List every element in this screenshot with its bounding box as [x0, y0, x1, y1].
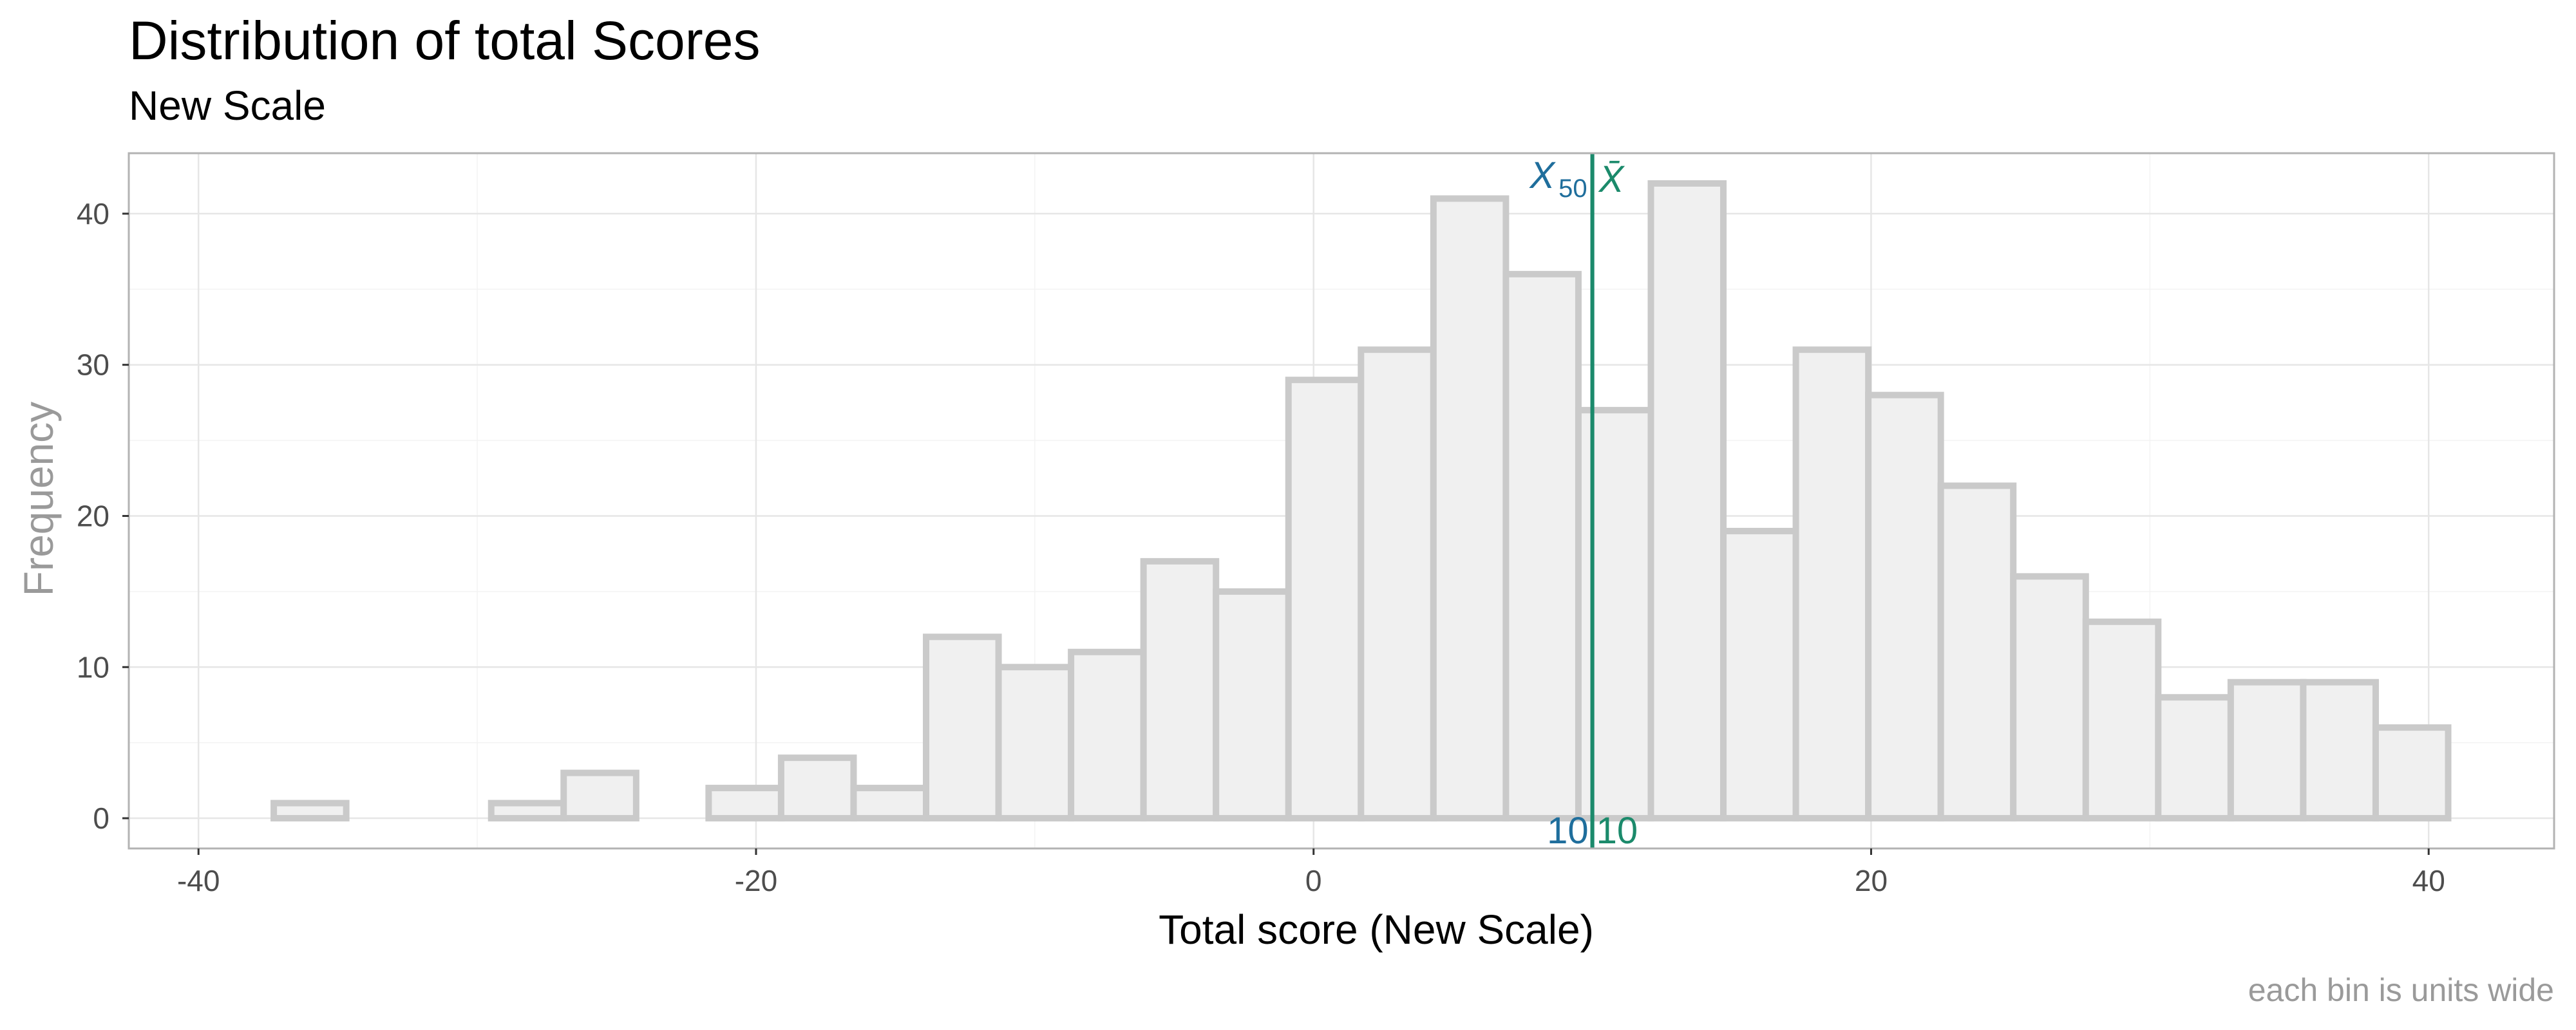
histogram-bar — [488, 800, 567, 822]
y-tick-label: 20 — [77, 499, 109, 532]
histogram-bar — [1792, 346, 1872, 822]
x-axis-ticks: -40 -20 0 20 40 — [177, 848, 2445, 897]
histogram-bar — [1140, 557, 1220, 822]
y-tick-label: 0 — [93, 801, 109, 835]
chart-subtitle: New Scale — [129, 82, 326, 129]
histogram-bar — [1720, 527, 1799, 822]
histogram-bar — [705, 785, 784, 822]
histogram-bar — [995, 664, 1075, 822]
histogram-bar — [2227, 679, 2307, 822]
x-axis-title: Total score (New Scale) — [1159, 906, 1594, 953]
histogram-bar — [1865, 391, 1944, 822]
x-tick-label: -20 — [735, 864, 777, 897]
histogram-bar — [2082, 618, 2162, 822]
mean-symbol-label: X̄ — [1598, 158, 1625, 200]
plot-panel — [128, 152, 2555, 850]
histogram-bar — [2372, 724, 2452, 822]
histogram-bar — [923, 633, 1002, 822]
histogram-bar — [1285, 377, 1365, 822]
histogram-bar — [1502, 270, 1582, 822]
mean-value-label: 10 — [1596, 810, 1638, 852]
histogram-bar — [1068, 648, 1147, 822]
histogram-bar — [1575, 407, 1654, 822]
x-tick-label: -40 — [177, 864, 220, 897]
histogram-bar — [777, 754, 857, 822]
y-tick-label: 40 — [77, 197, 109, 230]
y-axis-title: Frequency — [15, 402, 62, 596]
median-value-label: 10 — [1547, 810, 1589, 852]
chart-caption: each bin is units wide — [2248, 972, 2554, 1008]
histogram-bar — [1213, 588, 1292, 822]
histogram-bar — [2155, 694, 2234, 822]
histogram-bar — [1937, 482, 2017, 822]
reference-lines: X 50 X̄ 10 10 — [1528, 153, 1638, 852]
histogram-bar — [2300, 679, 2379, 822]
histogram-bars — [270, 180, 2452, 822]
histogram-bar — [270, 800, 350, 822]
chart-title: Distribution of total Scores — [129, 10, 760, 71]
histogram-bar — [560, 769, 639, 822]
x-tick-label: 0 — [1305, 864, 1322, 897]
histogram-bar — [1647, 180, 1727, 822]
histogram-bar — [1358, 346, 1437, 822]
histogram-bar — [1430, 195, 1510, 822]
histogram-bar — [850, 785, 930, 822]
x-tick-label: 20 — [1855, 864, 1888, 897]
median-symbol-label: X 50 — [1528, 154, 1587, 203]
y-axis-ticks: 0 10 20 30 40 — [77, 197, 129, 835]
x-tick-label: 40 — [2412, 864, 2445, 897]
histogram-bar — [2010, 573, 2089, 822]
y-tick-label: 30 — [77, 348, 109, 382]
y-tick-label: 10 — [77, 650, 109, 684]
